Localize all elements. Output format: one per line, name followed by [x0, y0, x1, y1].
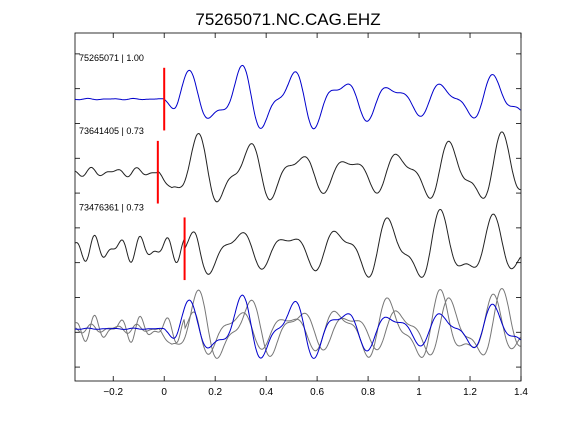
pick-markers — [156, 67, 186, 281]
trace-73476361 — [74, 208, 521, 278]
x-tick-label: 1.2 — [463, 387, 477, 398]
trace-label-75265071: 75265071 | 1.00 — [79, 53, 144, 63]
x-tick-label: 0.4 — [259, 387, 273, 398]
x-tick-label: 0 — [161, 387, 167, 398]
overlay-trace-73641405 — [74, 287, 521, 359]
x-tick-label: 0.6 — [310, 387, 324, 398]
x-tick-label: 1.4 — [514, 387, 528, 398]
overlay-trace-73476361 — [74, 288, 521, 359]
trace-labels: 75265071 | 1.00 73641405 | 0.73 73476361 |… — [79, 53, 144, 213]
trace-75265071 — [74, 64, 521, 130]
overlay-trace-75265071 — [74, 294, 521, 359]
x-axis: −0.2 0 0.2 0.4 0.6 0.8 1 1.2 1.4 — [103, 33, 528, 398]
trace-label-73476361: 73476361 | 0.73 — [79, 202, 144, 212]
chart-title: 75265071.NC.CAG.EHZ — [195, 10, 380, 29]
trace-73641405 — [74, 131, 521, 203]
y-axis — [75, 53, 521, 368]
trace-label-73641405: 73641405 | 0.73 — [79, 126, 144, 136]
x-tick-label: 0.8 — [361, 387, 375, 398]
x-tick-label: 0.2 — [208, 387, 222, 398]
x-tick-label: −0.2 — [103, 387, 123, 398]
traces — [74, 64, 521, 359]
x-tick-label: 1 — [416, 387, 422, 398]
plot-frame — [74, 32, 522, 382]
